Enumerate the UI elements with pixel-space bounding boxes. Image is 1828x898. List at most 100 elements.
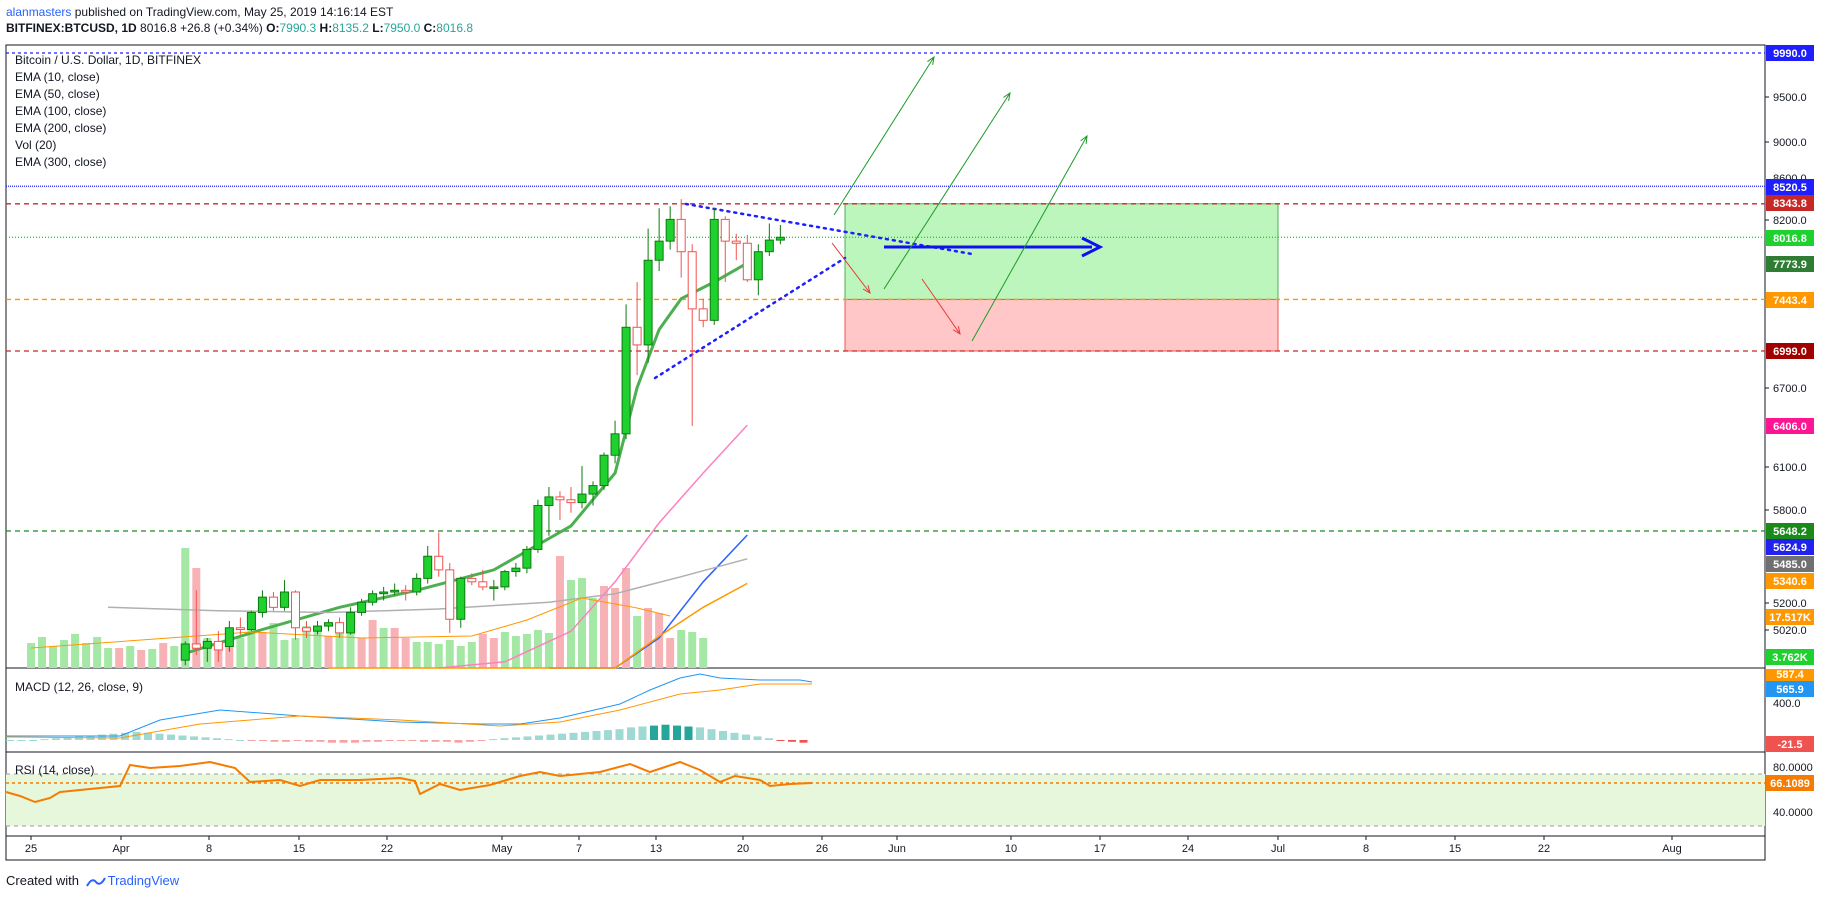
candle[interactable] [401,585,411,601]
time-axis-label: 15 [1449,843,1461,855]
volume-bar [181,548,190,668]
price-axis-label: 5200.0 [1773,598,1807,610]
macd-histogram-bar [650,725,658,740]
candle-body [654,240,664,261]
candle[interactable] [533,499,543,553]
time-axis-label: 24 [1182,843,1194,855]
created-with-text: Created with [6,873,79,888]
candle[interactable] [202,638,212,662]
candle[interactable] [566,486,576,513]
candle[interactable] [246,610,256,632]
ema-50-line [438,424,748,669]
candle[interactable] [676,199,686,278]
candle[interactable] [357,598,367,616]
candle[interactable] [764,223,774,256]
candle[interactable] [324,619,334,632]
candle[interactable] [577,466,587,509]
candle[interactable] [621,304,631,440]
candle[interactable] [346,607,356,635]
candle[interactable] [731,233,741,261]
candle[interactable] [555,491,565,521]
macd-histogram-bar [719,731,727,740]
candle[interactable] [412,573,422,596]
candle[interactable] [709,208,719,325]
candle[interactable] [268,592,278,611]
target-zone-box[interactable] [844,203,1279,300]
price-badge [1766,649,1814,665]
candle[interactable] [290,590,300,640]
candle[interactable] [698,298,708,328]
candle[interactable] [489,580,499,601]
volume-bar [412,642,421,668]
candle[interactable] [445,563,455,633]
candle[interactable] [467,573,477,586]
candle[interactable] [390,583,400,596]
candle[interactable] [335,617,345,638]
candle[interactable] [302,620,311,638]
red-pullback-arrow[interactable] [921,278,961,335]
volume-bar [126,646,135,668]
candle[interactable] [379,586,389,601]
volume-bar [280,640,289,668]
green-scenario-arrow[interactable] [833,56,935,216]
candle[interactable] [368,590,378,606]
candle-body [313,625,323,632]
macd-badge-label: -21.5 [1777,739,1802,751]
candle[interactable] [213,631,223,662]
candle[interactable] [511,563,521,577]
volume-bar [511,636,520,668]
green-arrow-head [927,55,935,65]
legend-ema-200: EMA (200, close) [15,121,106,135]
candle[interactable] [500,569,510,591]
candle[interactable] [775,225,785,245]
candle[interactable] [632,282,642,376]
candle[interactable] [610,420,620,464]
candle[interactable] [720,216,730,283]
candle[interactable] [665,206,675,250]
tradingview-brand[interactable]: TradingView [107,873,180,888]
candle[interactable] [478,569,488,591]
candle[interactable] [434,532,444,577]
triangle-lower-trendline[interactable] [653,256,847,380]
red-pullback-arrow[interactable] [831,242,871,294]
candle[interactable] [522,546,532,574]
green-scenario-arrow[interactable] [971,135,1088,342]
candle[interactable] [588,481,598,506]
candle[interactable] [753,244,763,296]
candle-body [368,593,378,603]
price-badge-label: 7773.9 [1773,259,1807,271]
macd-histogram-bar [408,740,417,741]
green-scenario-arrow[interactable] [883,92,1011,290]
candle[interactable] [279,580,289,611]
macd-histogram-bar [155,733,164,740]
author-link[interactable]: alanmasters [6,5,72,19]
stop-zone-box[interactable] [844,298,1279,352]
macd-histogram-bar [765,738,773,740]
candle[interactable] [456,576,466,628]
candle[interactable] [235,617,245,635]
candle[interactable] [654,208,664,272]
candle[interactable] [313,620,323,635]
candle[interactable] [544,486,554,536]
price-badge [1766,230,1814,246]
macd-histogram-bar [466,740,474,742]
candle-body [588,485,598,495]
candle[interactable] [599,452,609,490]
candle[interactable] [180,641,190,666]
candle[interactable] [224,620,234,652]
time-axis-label: 13 [650,843,662,855]
candle-body [632,326,642,346]
macd-title: MACD (12, 26, close, 9) [15,680,143,694]
legend-vol-20: Vol (20) [15,138,56,152]
candle[interactable] [191,590,201,656]
candle[interactable] [742,234,752,283]
candle[interactable] [643,228,653,363]
candle[interactable] [687,244,697,426]
candle-body [456,577,466,620]
candle[interactable] [423,546,433,584]
triangle-upper-trendline[interactable] [684,202,974,256]
candle[interactable] [257,590,267,618]
candle-body [764,239,774,253]
legend-ema-100: EMA (100, close) [15,104,106,118]
